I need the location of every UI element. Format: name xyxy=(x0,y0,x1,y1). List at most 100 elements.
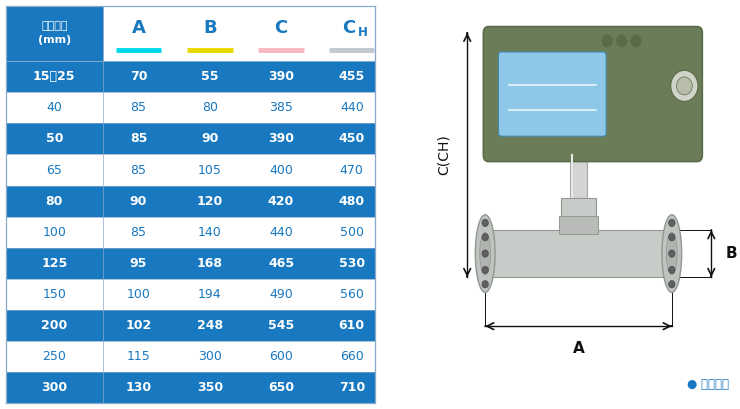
Text: H: H xyxy=(357,26,367,39)
Bar xyxy=(6,124,375,155)
Text: C(CH): C(CH) xyxy=(437,135,451,175)
Text: C: C xyxy=(275,19,288,37)
Circle shape xyxy=(668,219,675,227)
Circle shape xyxy=(668,281,675,288)
Text: 300: 300 xyxy=(41,381,67,394)
Text: 390: 390 xyxy=(268,70,294,83)
Bar xyxy=(6,310,375,341)
Circle shape xyxy=(602,35,613,47)
Text: 85: 85 xyxy=(130,164,147,177)
Bar xyxy=(6,217,375,247)
Text: 194: 194 xyxy=(198,288,221,301)
Text: B: B xyxy=(203,19,217,37)
Text: 480: 480 xyxy=(339,195,365,207)
Bar xyxy=(317,6,387,61)
Circle shape xyxy=(670,70,698,101)
Bar xyxy=(6,61,375,92)
Text: 80: 80 xyxy=(202,101,218,115)
Ellipse shape xyxy=(480,232,491,275)
Circle shape xyxy=(482,266,488,274)
Text: 125: 125 xyxy=(41,257,67,270)
Circle shape xyxy=(630,35,642,47)
Text: 85: 85 xyxy=(130,101,147,115)
Text: 390: 390 xyxy=(268,133,294,146)
Text: 440: 440 xyxy=(269,226,293,238)
Bar xyxy=(6,92,375,124)
Text: 610: 610 xyxy=(339,319,365,332)
Text: 660: 660 xyxy=(340,350,363,363)
Text: 140: 140 xyxy=(198,226,222,238)
Text: 90: 90 xyxy=(201,133,218,146)
Circle shape xyxy=(676,77,692,95)
Text: 350: 350 xyxy=(197,381,223,394)
Bar xyxy=(6,155,375,186)
Text: 200: 200 xyxy=(41,319,67,332)
Text: 530: 530 xyxy=(339,257,365,270)
Text: 80: 80 xyxy=(46,195,63,207)
Text: 70: 70 xyxy=(130,70,147,83)
Ellipse shape xyxy=(475,215,495,292)
Ellipse shape xyxy=(662,215,682,292)
Bar xyxy=(103,6,174,61)
Circle shape xyxy=(482,281,488,288)
Ellipse shape xyxy=(667,232,677,275)
Text: 300: 300 xyxy=(198,350,222,363)
Text: 490: 490 xyxy=(269,288,293,301)
Text: A: A xyxy=(132,19,146,37)
Text: 90: 90 xyxy=(130,195,147,207)
Text: 150: 150 xyxy=(42,288,67,301)
Text: 470: 470 xyxy=(340,164,363,177)
Text: 55: 55 xyxy=(201,70,218,83)
Text: B: B xyxy=(725,246,737,261)
Text: 105: 105 xyxy=(198,164,222,177)
Text: 仪表口径
(mm): 仪表口径 (mm) xyxy=(38,20,71,45)
Text: 385: 385 xyxy=(269,101,293,115)
Text: 50: 50 xyxy=(46,133,63,146)
Text: 450: 450 xyxy=(339,133,365,146)
Text: C: C xyxy=(342,19,355,37)
Text: 440: 440 xyxy=(340,101,363,115)
Text: 600: 600 xyxy=(269,350,293,363)
Bar xyxy=(6,279,375,310)
Bar xyxy=(485,230,672,277)
Text: 15～25: 15～25 xyxy=(33,70,75,83)
Text: 545: 545 xyxy=(268,319,295,332)
Text: A: A xyxy=(573,341,585,356)
Text: 102: 102 xyxy=(125,319,152,332)
Circle shape xyxy=(668,250,675,257)
Text: 100: 100 xyxy=(42,226,67,238)
Bar xyxy=(6,341,375,372)
Bar xyxy=(174,6,246,61)
Text: 560: 560 xyxy=(340,288,363,301)
Text: 710: 710 xyxy=(339,381,365,394)
Circle shape xyxy=(668,266,675,274)
Circle shape xyxy=(668,234,675,241)
Bar xyxy=(561,198,596,219)
Text: ● 常规仪表: ● 常规仪表 xyxy=(687,378,729,391)
Text: 250: 250 xyxy=(42,350,67,363)
Circle shape xyxy=(482,219,488,227)
FancyBboxPatch shape xyxy=(499,52,606,136)
Bar xyxy=(6,6,103,61)
Text: 500: 500 xyxy=(340,226,364,238)
Text: 168: 168 xyxy=(197,257,223,270)
FancyBboxPatch shape xyxy=(483,27,702,162)
Bar xyxy=(559,216,598,234)
Bar xyxy=(6,372,375,403)
Text: 130: 130 xyxy=(126,381,152,394)
Circle shape xyxy=(616,35,627,47)
Bar xyxy=(6,186,375,217)
Text: 40: 40 xyxy=(47,101,62,115)
Text: 650: 650 xyxy=(268,381,294,394)
Text: 65: 65 xyxy=(47,164,62,177)
Text: 455: 455 xyxy=(339,70,365,83)
Bar xyxy=(246,6,317,61)
Text: 465: 465 xyxy=(268,257,294,270)
Bar xyxy=(6,247,375,279)
Text: 100: 100 xyxy=(127,288,150,301)
Text: 115: 115 xyxy=(127,350,150,363)
Text: 400: 400 xyxy=(269,164,293,177)
Text: 420: 420 xyxy=(268,195,295,207)
Text: 85: 85 xyxy=(130,133,147,146)
Text: 85: 85 xyxy=(130,226,147,238)
